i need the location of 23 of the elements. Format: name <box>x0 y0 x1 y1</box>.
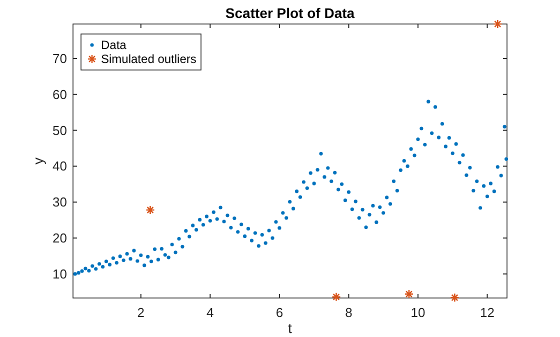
x-tick-label: 8 <box>345 305 352 320</box>
point <box>404 289 414 299</box>
point <box>146 205 155 215</box>
point <box>493 19 502 29</box>
x-tick-label: 4 <box>206 305 214 320</box>
x-tick-label: 2 <box>137 305 145 320</box>
x-tick-label: 12 <box>480 305 494 320</box>
x-axis-title: t <box>288 320 292 336</box>
y-tick-label: 70 <box>52 50 67 66</box>
point <box>332 292 341 302</box>
y-tick-label: 40 <box>52 158 67 174</box>
y-tick-label: 60 <box>52 86 67 102</box>
y-tick-label: 30 <box>52 194 67 210</box>
x-tick-label: 6 <box>276 305 284 320</box>
y-axis-title: y <box>30 158 46 164</box>
legend-label: Data <box>101 38 127 52</box>
chart-title: Scatter Plot of Data <box>225 5 355 21</box>
point <box>450 292 460 302</box>
y-tick-label: 10 <box>52 266 67 282</box>
y-tick-label: 50 <box>52 122 67 138</box>
x-tick-label: 10 <box>410 305 426 320</box>
y-tick-label: 20 <box>52 230 67 246</box>
legend-label: Simulated outliers <box>101 52 196 66</box>
